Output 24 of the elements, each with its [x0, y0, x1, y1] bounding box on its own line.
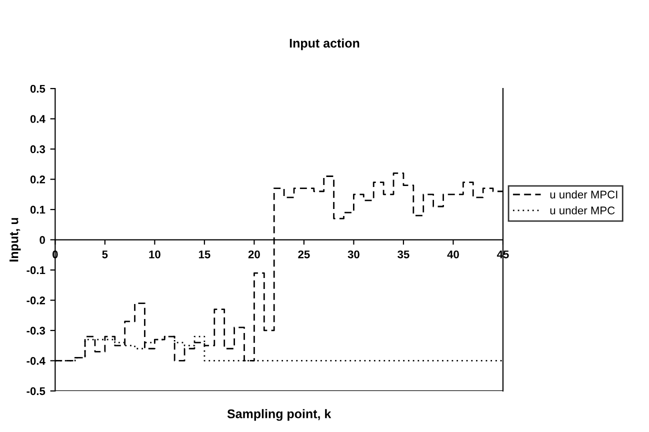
chart-title: Input action: [290, 38, 360, 50]
x-tick-label: 20: [248, 250, 260, 258]
y-tick-label: -0.4: [26, 356, 46, 365]
x-tick-label: 15: [198, 250, 210, 258]
x-tick-label: 30: [348, 250, 360, 258]
y-tick-label: -0.2: [26, 296, 45, 304]
x-tick-label: 40: [447, 250, 459, 258]
y-tick-label: -0.5: [26, 387, 46, 396]
y-tick-label: 0.4: [30, 115, 46, 123]
x-tick-label: 5: [102, 250, 108, 258]
y-tick-label: 0.5: [30, 84, 46, 93]
legend-label: u under MPCI: [550, 190, 618, 198]
x-axis-title: Sampling point, k: [227, 409, 332, 421]
y-axis-title: Input, u: [10, 218, 21, 262]
y-tick-label: 0.2: [30, 176, 45, 184]
y-tick-label: 0: [40, 236, 45, 244]
y-tick-label: 0.1: [30, 206, 46, 214]
x-tick-label: 10: [149, 250, 160, 258]
x-tick-label: 25: [298, 250, 310, 258]
y-tick-label: 0.3: [30, 145, 46, 154]
y-tick-label: -0.1: [26, 266, 46, 274]
y-tick-label: -0.3: [26, 326, 46, 335]
x-tick-label: 35: [398, 250, 410, 258]
legend-label: u under MPC: [550, 206, 615, 214]
